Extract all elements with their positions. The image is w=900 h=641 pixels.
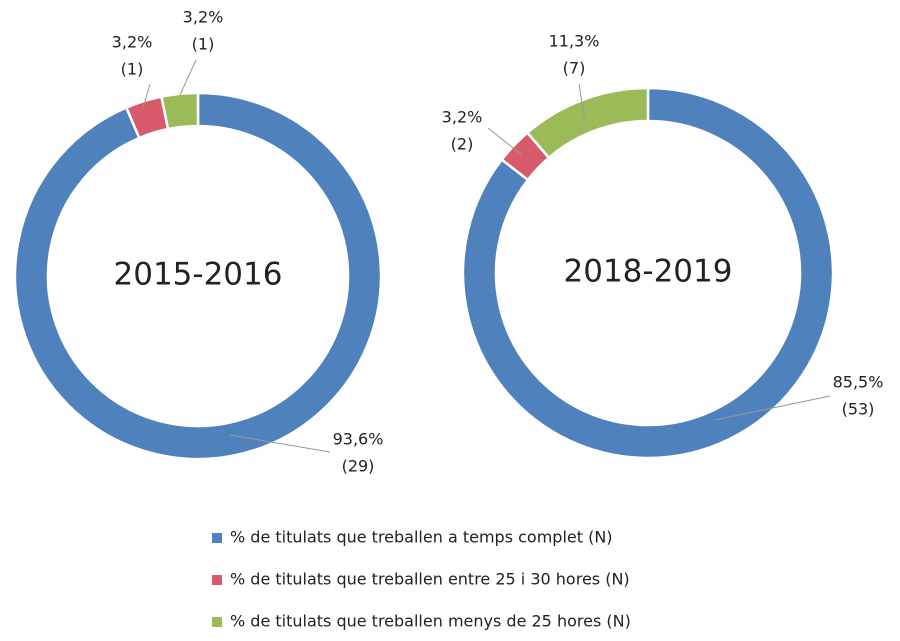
legend-label: % de titulats que treballen menys de 25 … (230, 612, 631, 631)
donut-segment (13, 91, 383, 461)
count-label: (2) (451, 135, 474, 154)
data-label: 3,2% (183, 8, 224, 27)
count-label: (1) (121, 60, 144, 79)
data-label: 11,3% (549, 32, 600, 51)
donut-segment (461, 86, 835, 460)
leader-line (714, 395, 831, 421)
legend-label: % de titulats que treballen entre 25 i 3… (230, 570, 630, 589)
leader-line (578, 83, 586, 123)
count-label: (53) (842, 400, 875, 419)
leader-line (179, 59, 197, 96)
leader-line (142, 83, 151, 109)
donut-segment (159, 91, 200, 131)
count-label: (29) (342, 457, 375, 476)
data-label: 3,2% (112, 33, 153, 52)
count-label: (1) (192, 35, 215, 54)
legend-swatch (212, 533, 222, 543)
data-label: 85,5% (833, 373, 884, 392)
data-label: 3,2% (442, 108, 483, 127)
legend-swatch (212, 575, 222, 585)
leader-line (487, 127, 523, 156)
center-title: 2018-2019 (564, 254, 733, 290)
data-label: 93,6% (333, 430, 384, 449)
center-title: 2015-2016 (114, 257, 283, 293)
donut-segment (525, 86, 650, 160)
count-label: (7) (563, 59, 586, 78)
legend-label: % de titulats que treballen a temps comp… (230, 528, 613, 547)
leader-line (229, 434, 331, 453)
legend-swatch (212, 617, 222, 627)
